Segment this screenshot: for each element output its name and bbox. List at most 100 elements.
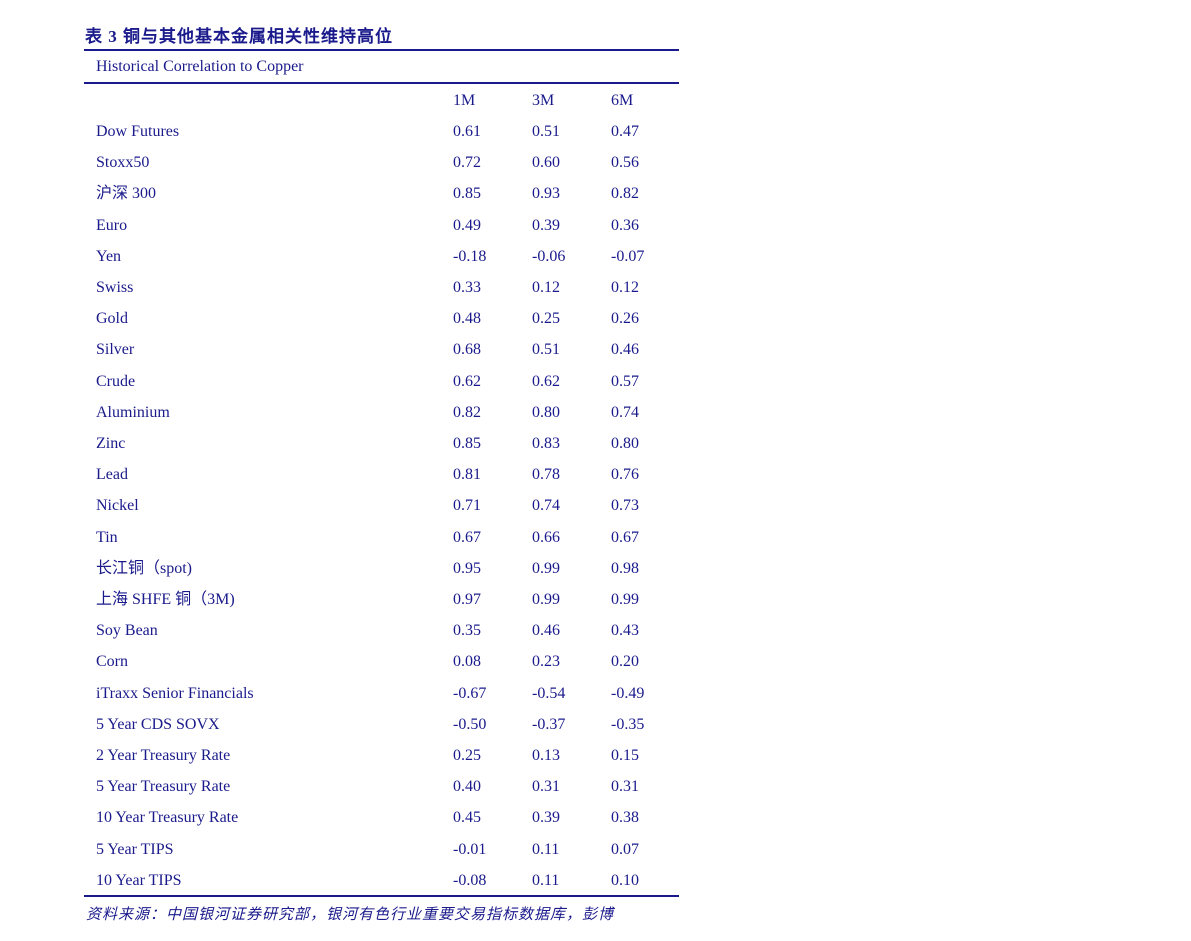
table-row: 5 Year Treasury Rate 0.40 0.31 0.31 [84, 771, 679, 802]
label-cell: Corn [96, 653, 128, 671]
source-note: 资料来源：中国银河证券研究部，银河有色行业重要交易指标数据库，彭博 [86, 907, 615, 923]
value-3m: 0.11 [532, 871, 560, 889]
value-6m: -0.07 [611, 247, 645, 265]
value-6m: 0.76 [611, 466, 639, 484]
value-6m: 0.12 [611, 279, 639, 296]
value-6m: 0.82 [611, 185, 639, 203]
value-3m: 0.46 [532, 622, 560, 640]
value-1m: 0.68 [453, 341, 481, 359]
table-row: Lead 0.81 0.78 0.76 [84, 459, 679, 490]
table-title: 表 3 铜与其他基本金属相关性维持高位 [85, 27, 393, 46]
value-1m: 0.97 [453, 591, 481, 608]
label-cell: Gold [96, 310, 128, 328]
value-3m: 0.66 [532, 528, 560, 546]
value-6m: 0.07 [611, 840, 639, 858]
header-rule [84, 82, 679, 84]
table-row: 上海 SHFE 铜（3M) 0.97 0.99 0.99 [84, 584, 679, 615]
value-3m: 0.51 [532, 341, 560, 359]
value-6m: 0.98 [611, 559, 639, 577]
label-cell: 5 Year Treasury Rate [96, 778, 231, 796]
value-3m: 0.60 [532, 154, 560, 172]
value-6m: 0.15 [611, 747, 639, 764]
value-3m: 0.51 [532, 123, 560, 140]
value-3m: 0.99 [532, 591, 560, 608]
label-cell: 长江铜（spot) [96, 559, 193, 577]
value-6m: 0.43 [611, 622, 639, 640]
value-6m: 0.20 [611, 653, 639, 671]
value-1m: 0.72 [453, 154, 481, 172]
value-1m: 0.85 [453, 185, 481, 203]
value-1m: 0.40 [453, 778, 481, 796]
table-row: iTraxx Senior Financials -0.67 -0.54 -0.49 [84, 678, 679, 709]
label-cell: Euro [96, 216, 128, 234]
value-3m: 0.74 [532, 497, 560, 515]
label-cell: Yen [96, 247, 122, 265]
label-cell: 2 Year Treasury Rate [96, 747, 231, 764]
value-3m: 0.80 [532, 403, 560, 421]
label-cell: iTraxx Senior Financials [96, 684, 254, 702]
column-header-6m: 6M [611, 92, 634, 109]
value-3m: -0.06 [532, 247, 566, 265]
label-cell: Crude [96, 372, 136, 390]
table-row: Stoxx50 0.72 0.60 0.56 [84, 147, 679, 178]
table-row: 10 Year Treasury Rate 0.45 0.39 0.38 [84, 802, 679, 833]
label-cell: 上海 SHFE 铜（3M) [96, 591, 235, 608]
value-6m: 0.10 [611, 871, 639, 889]
value-1m: 0.49 [453, 216, 481, 234]
label-cell: Stoxx50 [96, 154, 150, 172]
table-row: Corn 0.08 0.23 0.20 [84, 646, 679, 677]
value-3m: -0.54 [532, 684, 566, 702]
value-3m: 0.31 [532, 778, 560, 796]
value-3m: -0.37 [532, 715, 566, 733]
table-row: Aluminium 0.82 0.80 0.74 [84, 397, 679, 428]
value-3m: 0.13 [532, 747, 560, 764]
column-header-1m: 1M [453, 92, 476, 109]
value-1m: 0.67 [453, 528, 481, 546]
value-3m: 0.12 [532, 279, 560, 296]
value-1m: 0.61 [453, 123, 481, 140]
value-3m: 0.23 [532, 653, 560, 671]
label-cell: Nickel [96, 497, 139, 515]
table-row: 沪深 300 0.85 0.93 0.82 [84, 178, 679, 209]
value-6m: 0.80 [611, 435, 639, 452]
table-row: Euro 0.49 0.39 0.36 [84, 210, 679, 241]
table-row: Soy Bean 0.35 0.46 0.43 [84, 615, 679, 646]
column-header-row: 1M 3M 6M [84, 85, 679, 116]
label-cell: Dow Futures [96, 123, 180, 140]
value-1m: 0.25 [453, 747, 481, 764]
value-3m: 0.93 [532, 185, 560, 203]
value-1m: 0.35 [453, 622, 481, 640]
value-6m: 0.26 [611, 310, 639, 328]
value-6m: 0.36 [611, 216, 639, 234]
value-6m: 0.73 [611, 497, 639, 515]
label-cell: Swiss [96, 279, 134, 296]
table-row: Yen -0.18 -0.06 -0.07 [84, 241, 679, 272]
value-6m: 0.56 [611, 154, 639, 172]
label-cell: Zinc [96, 435, 126, 452]
table-row: Nickel 0.71 0.74 0.73 [84, 490, 679, 521]
value-1m: 0.45 [453, 809, 481, 827]
value-3m: 0.25 [532, 310, 560, 328]
table-row: 5 Year CDS SOVX -0.50 -0.37 -0.35 [84, 709, 679, 740]
label-cell: 5 Year CDS SOVX [96, 715, 220, 733]
label-cell: Tin [96, 528, 118, 546]
table-row: Crude 0.62 0.62 0.57 [84, 366, 679, 397]
table-row: Gold 0.48 0.25 0.26 [84, 303, 679, 334]
label-cell: 5 Year TIPS [96, 840, 174, 858]
value-1m: -0.08 [453, 871, 487, 889]
table-row: 长江铜（spot) 0.95 0.99 0.98 [84, 553, 679, 584]
bottom-rule [84, 895, 679, 897]
label-cell: 10 Year TIPS [96, 871, 182, 889]
value-1m: -0.01 [453, 840, 487, 858]
value-6m: 0.38 [611, 809, 639, 827]
label-cell: Soy Bean [96, 622, 158, 640]
value-1m: 0.48 [453, 310, 481, 328]
value-6m: 0.67 [611, 528, 639, 546]
value-3m: 0.62 [532, 372, 560, 390]
label-cell: Aluminium [96, 403, 170, 421]
value-1m: -0.18 [453, 247, 487, 265]
table-row: Tin 0.67 0.66 0.67 [84, 522, 679, 553]
value-6m: 0.99 [611, 591, 639, 608]
table-row: Silver 0.68 0.51 0.46 [84, 334, 679, 365]
value-6m: 0.31 [611, 778, 639, 796]
